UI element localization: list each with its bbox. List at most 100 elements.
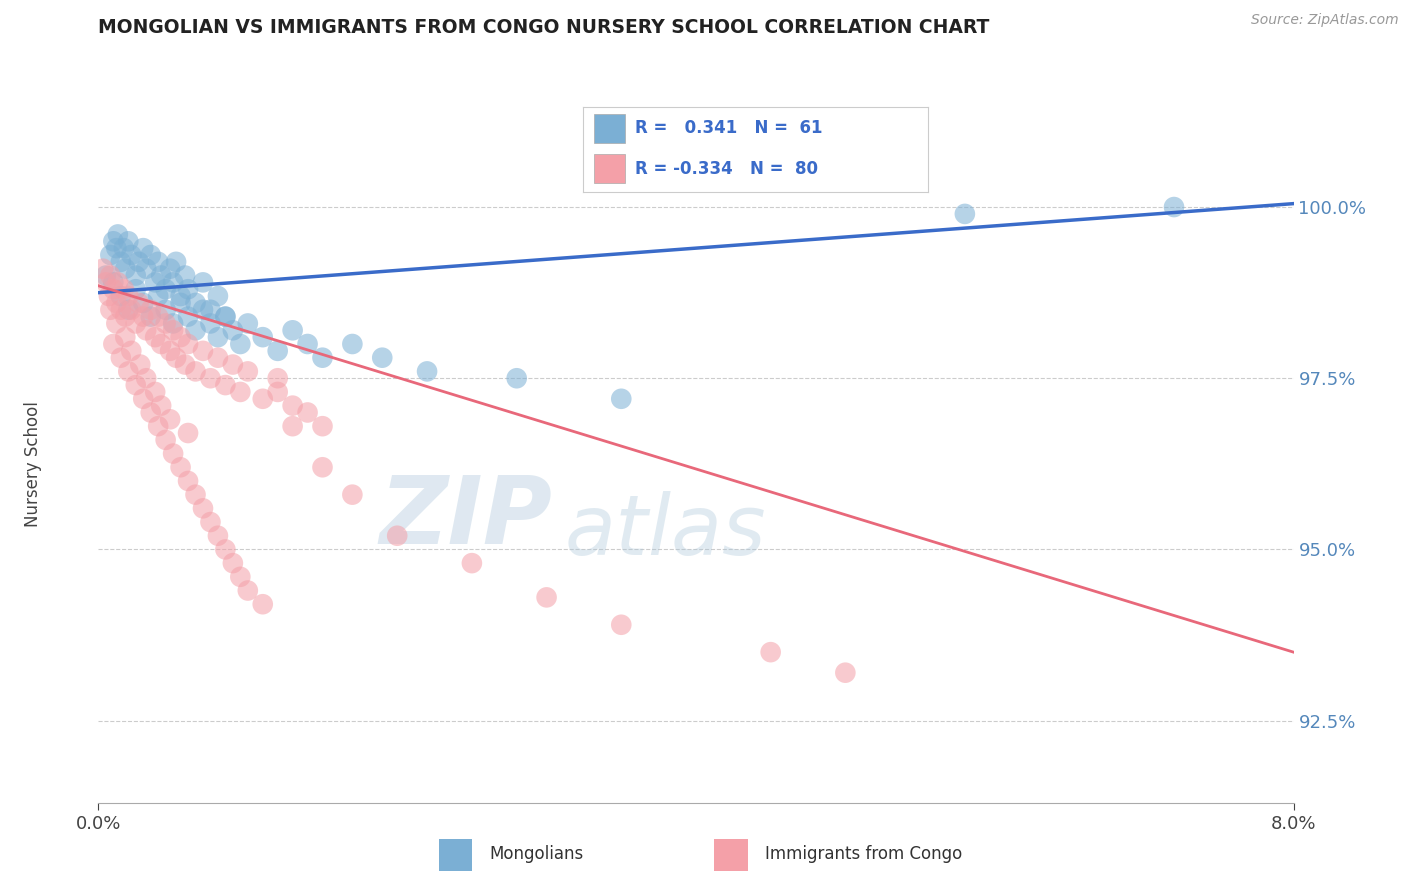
Point [184, 323, 207, 337]
Point [139, 405, 162, 419]
Point [200, 371, 222, 385]
Bar [714, 839, 748, 871]
Point [125, 282, 148, 296]
Point [110, 302, 132, 317]
Point [143, 384, 166, 399]
Point [148, 255, 170, 269]
Point [200, 515, 222, 529]
Point [169, 289, 191, 303]
Point [416, 364, 439, 378]
Point [252, 392, 274, 406]
Point [162, 276, 184, 290]
Point [98, 302, 122, 317]
Text: R =   0.341   N =  61: R = 0.341 N = 61 [636, 120, 823, 137]
Point [311, 419, 333, 434]
Point [132, 296, 155, 310]
Point [103, 276, 125, 290]
Point [135, 261, 157, 276]
Point [177, 310, 200, 324]
Point [236, 364, 259, 378]
Point [162, 317, 184, 331]
Point [103, 337, 125, 351]
Point [297, 405, 319, 419]
Point [103, 282, 125, 296]
Point [107, 276, 129, 290]
Point [461, 556, 484, 570]
Point [155, 317, 177, 331]
Point [125, 378, 148, 392]
Point [139, 248, 162, 262]
Point [177, 474, 200, 488]
Point [162, 323, 184, 337]
Point [229, 570, 252, 584]
Point [91, 261, 114, 276]
Point [150, 268, 173, 283]
Point [207, 289, 229, 303]
Point [184, 488, 207, 502]
Point [114, 330, 136, 344]
Point [139, 310, 162, 324]
Point [207, 351, 229, 365]
Point [165, 255, 187, 269]
Point [252, 597, 274, 611]
Point [162, 446, 184, 460]
Point [184, 364, 207, 378]
Point [267, 371, 290, 385]
Point [135, 371, 157, 385]
Point [281, 399, 304, 413]
Point [177, 337, 200, 351]
Point [214, 310, 236, 324]
Point [506, 371, 529, 385]
Point [128, 255, 150, 269]
Point [311, 460, 333, 475]
Point [110, 351, 132, 365]
Point [222, 323, 245, 337]
Point [281, 419, 304, 434]
Point [191, 501, 214, 516]
Point [97, 289, 120, 303]
Point [155, 433, 177, 447]
Point [155, 282, 177, 296]
Point [174, 268, 197, 283]
Text: Mongolians: Mongolians [489, 845, 583, 863]
Point [143, 330, 166, 344]
Point [610, 617, 633, 632]
Point [128, 296, 150, 310]
Point [159, 412, 181, 426]
Bar [593, 114, 624, 143]
Point [281, 323, 304, 337]
Point [191, 302, 214, 317]
Point [112, 282, 135, 296]
Point [610, 392, 633, 406]
Point [169, 330, 191, 344]
Point [129, 358, 152, 372]
Point [169, 460, 191, 475]
Point [120, 248, 142, 262]
Point [236, 583, 259, 598]
Point [236, 317, 259, 331]
Point [125, 317, 148, 331]
Text: Immigrants from Congo: Immigrants from Congo [765, 845, 962, 863]
Point [135, 323, 157, 337]
Point [229, 337, 252, 351]
Point [169, 296, 191, 310]
Text: Nursery School: Nursery School [24, 401, 42, 527]
Point [94, 268, 117, 283]
Point [177, 282, 200, 296]
Point [114, 310, 136, 324]
Point [117, 302, 139, 317]
Point [132, 310, 155, 324]
Point [148, 310, 170, 324]
Point [98, 248, 122, 262]
Point [112, 241, 135, 255]
Point [536, 591, 558, 605]
Point [214, 542, 236, 557]
Text: R = -0.334   N =  80: R = -0.334 N = 80 [636, 160, 818, 178]
Point [311, 351, 333, 365]
Point [132, 392, 155, 406]
Point [191, 343, 214, 358]
Point [103, 235, 125, 249]
Point [117, 235, 139, 249]
Point [148, 289, 170, 303]
Point [165, 351, 187, 365]
